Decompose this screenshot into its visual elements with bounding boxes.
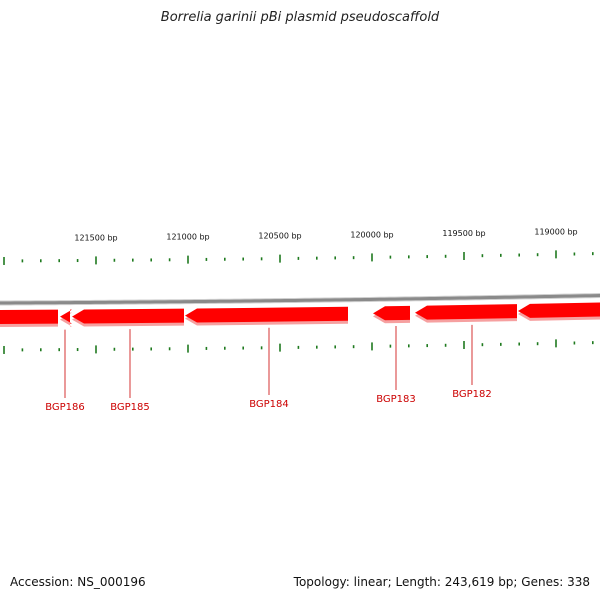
length-value: 243,619 bp xyxy=(444,575,514,589)
gene-arrow-body xyxy=(415,304,517,320)
scale-label: 119000 bp xyxy=(534,227,577,236)
genes-value: 338 xyxy=(567,575,590,589)
gene-arrow-body xyxy=(60,309,72,324)
gene-label[interactable]: BGP184 xyxy=(249,399,289,410)
gene-arrow[interactable] xyxy=(60,309,72,327)
gene-arrow[interactable] xyxy=(185,306,348,326)
gene-track xyxy=(0,302,600,327)
topology-value: linear xyxy=(353,575,388,589)
backbone-line xyxy=(0,293,600,305)
gene-arrow-body xyxy=(0,309,58,324)
gene-arrow-body xyxy=(72,308,184,324)
gene-label[interactable]: BGP186 xyxy=(45,402,85,413)
gene-arrow[interactable] xyxy=(0,309,58,327)
genes-label: Genes: xyxy=(521,575,564,589)
scale-label: 120500 bp xyxy=(258,232,301,241)
scale-ticks-bottom xyxy=(3,339,594,354)
map-title: Borrelia garinii pBi plasmid pseudoscaff… xyxy=(160,10,440,25)
scale-label: 119500 bp xyxy=(442,229,485,238)
topology-label: Topology: xyxy=(293,575,350,589)
scale-label: 121500 bp xyxy=(74,233,117,242)
gene-labels: BGP186 BGP185 BGP184 BGP183 BGP182 xyxy=(45,324,492,413)
gene-arrow[interactable] xyxy=(415,304,517,323)
genome-summary: Topology: linear; Length: 243,619 bp; Ge… xyxy=(293,575,590,589)
scale-label: 120000 bp xyxy=(350,230,393,239)
accession-info: Accession: NS_000196 xyxy=(10,575,146,589)
scale-label: 121000 bp xyxy=(166,233,209,242)
gene-arrow-body xyxy=(185,306,348,323)
gene-arrow[interactable] xyxy=(72,308,184,327)
gene-label[interactable]: BGP183 xyxy=(376,394,416,405)
gene-arrow[interactable] xyxy=(518,302,600,321)
accession-value: NS_000196 xyxy=(77,575,146,589)
gene-arrow[interactable] xyxy=(373,305,410,324)
gene-arrow-body xyxy=(518,302,600,318)
accession-label: Accession: xyxy=(10,575,74,589)
length-label: Length: xyxy=(395,575,441,589)
gene-label[interactable]: BGP182 xyxy=(452,389,492,400)
scale-labels: 121500 bp 121000 bp 120500 bp 120000 bp 1195… xyxy=(74,227,577,242)
scale-ticks-top xyxy=(3,250,594,265)
gene-label[interactable]: BGP185 xyxy=(110,402,150,413)
gene-arrow-body xyxy=(373,305,410,321)
backbone xyxy=(0,292,600,306)
